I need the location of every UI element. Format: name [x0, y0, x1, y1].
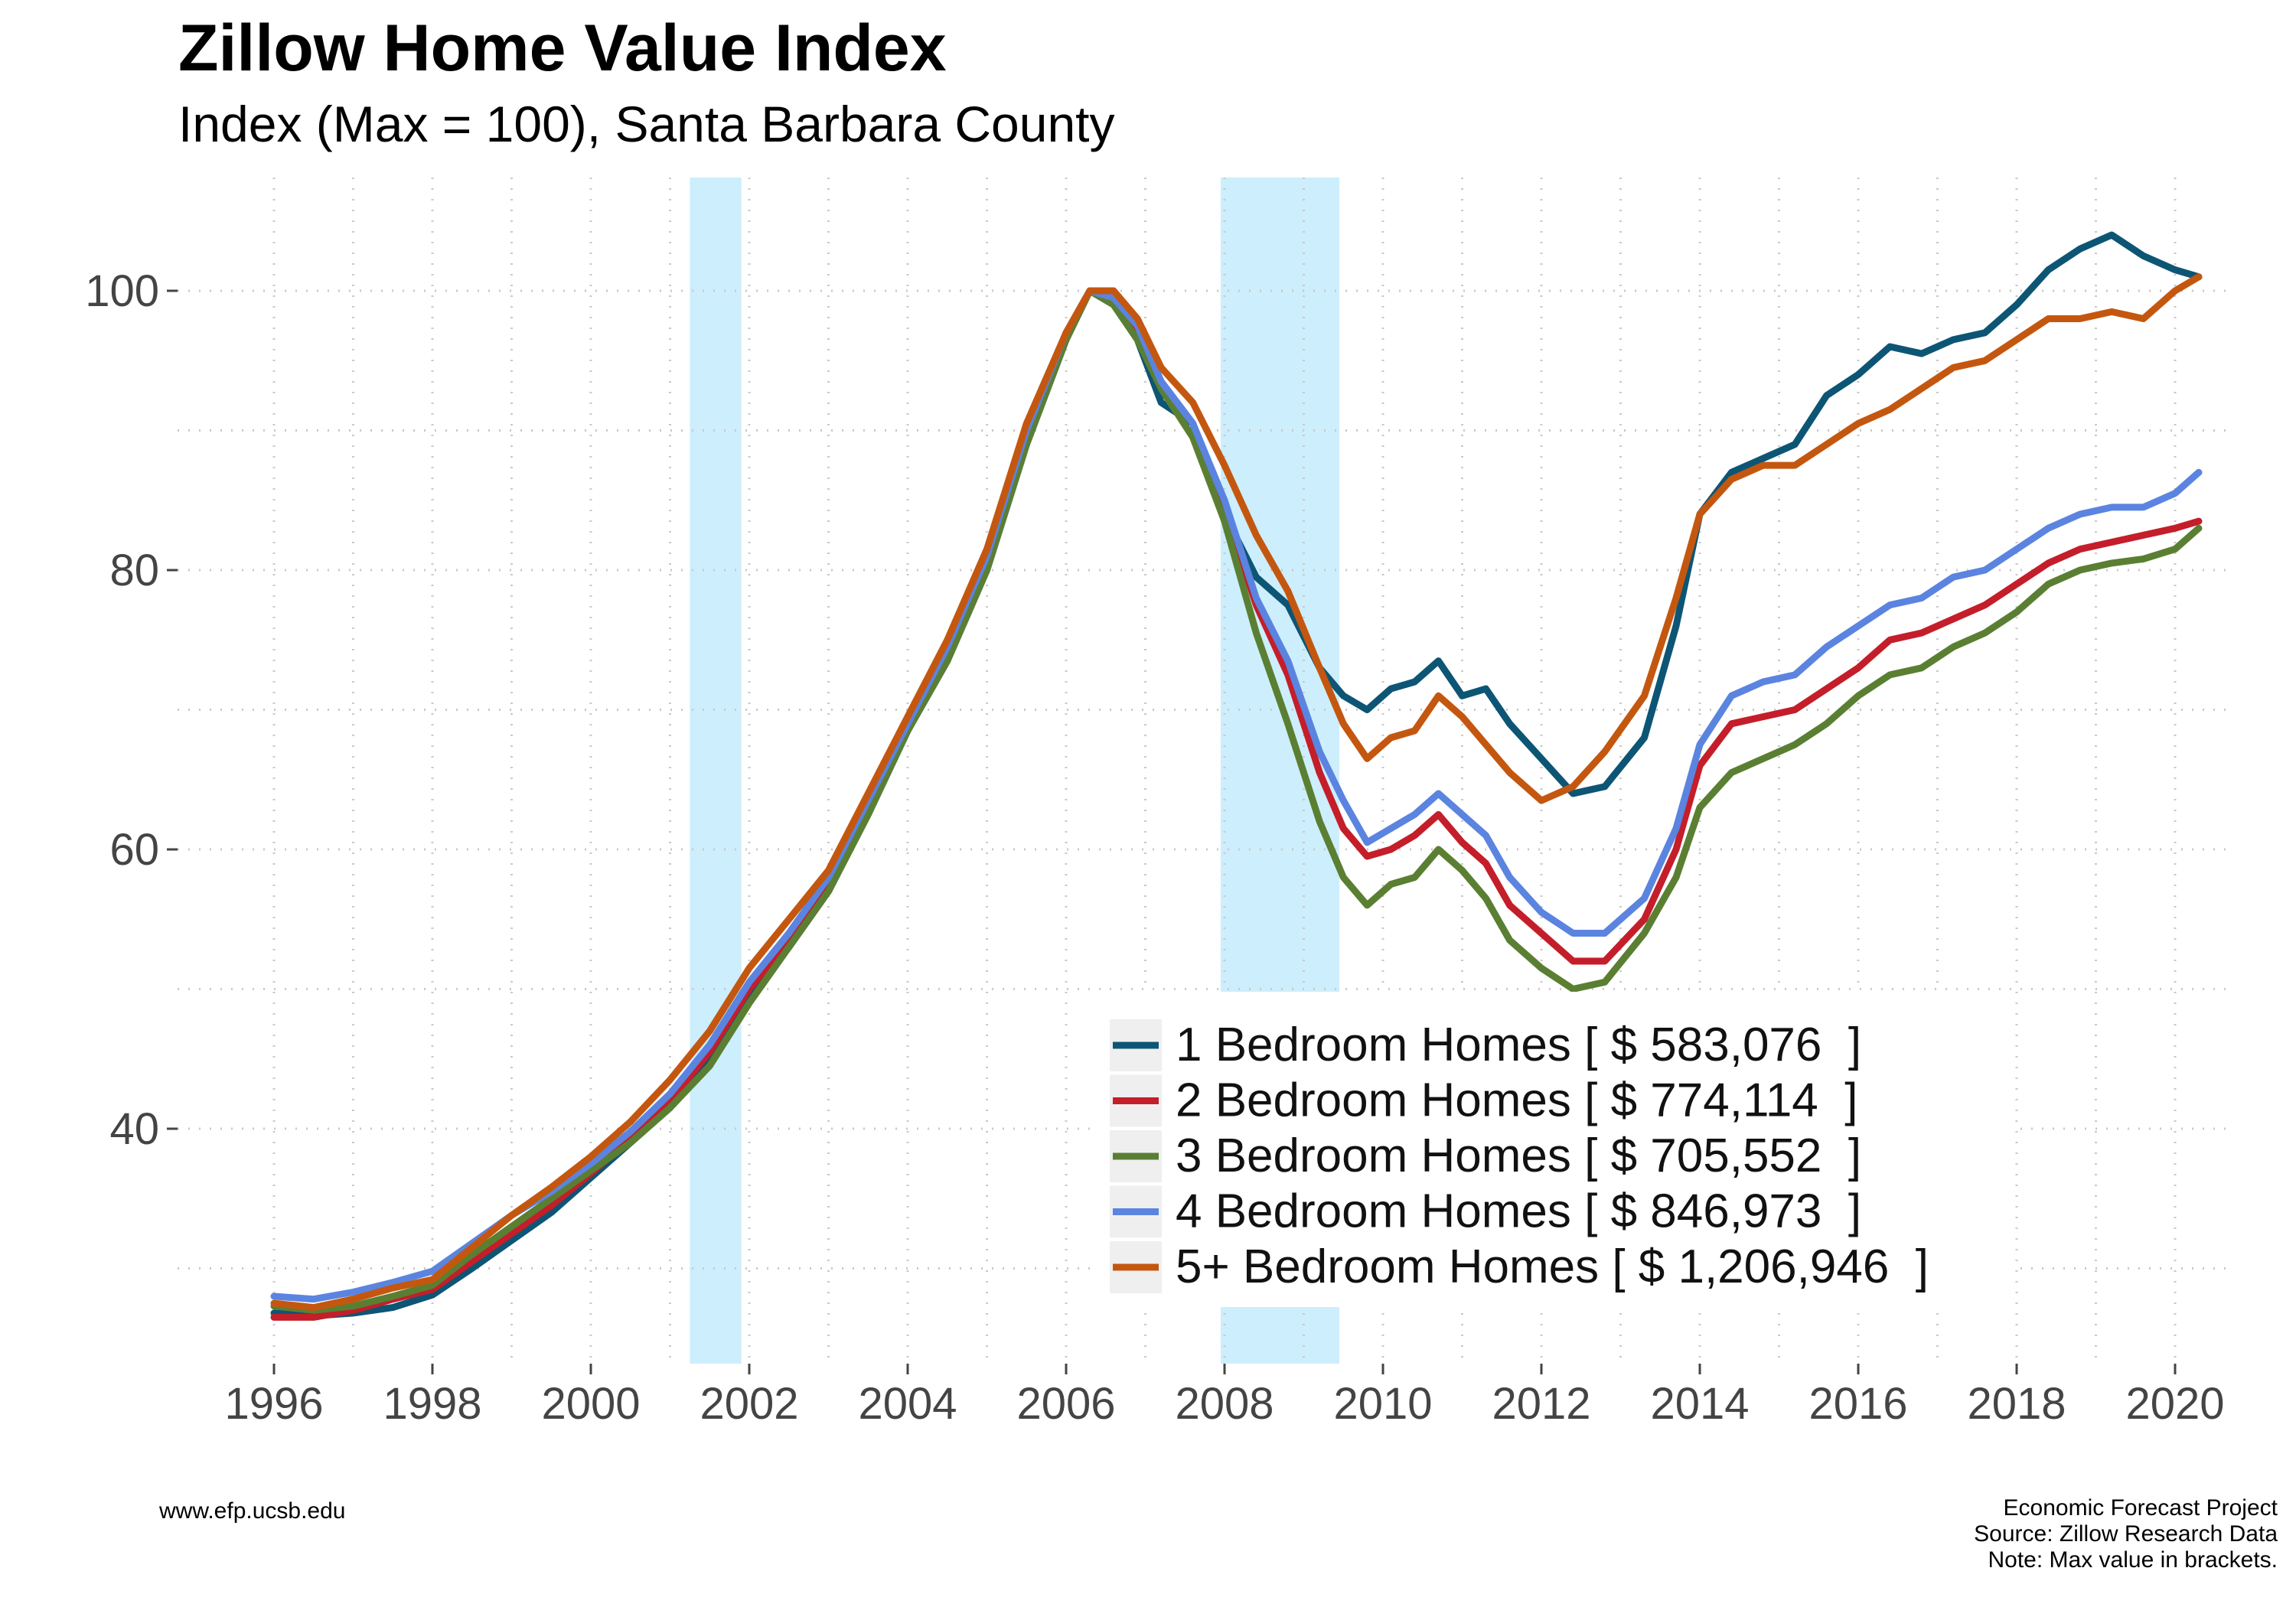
legend-entry-label: 1 Bedroom Homes [ $ 583,076 ] [1176, 1019, 1861, 1071]
x-tick-label: 2000 [541, 1379, 640, 1429]
recession-band [690, 178, 742, 1364]
footer-note-line: Note: Max value in brackets. [1988, 1547, 2278, 1573]
x-tick-label: 1996 [224, 1379, 323, 1429]
y-tick-label: 60 [109, 825, 159, 875]
legend-background [1096, 992, 2014, 1307]
series-line [270, 273, 2203, 1312]
x-tick-label: 2016 [1808, 1379, 1907, 1429]
legend-entry-label: 3 Bedroom Homes [ $ 705,552 ] [1176, 1129, 1861, 1182]
legend-entry-label: 5+ Bedroom Homes [ $ 1,206,946 ] [1176, 1240, 1929, 1293]
x-tick-label: 2018 [1967, 1379, 2066, 1429]
chart-subtitle: Index (Max = 100), Santa Barbara County [178, 96, 1115, 152]
footer-note-line: Economic Forecast Project [2003, 1495, 2278, 1521]
legend-entry-label: 4 Bedroom Homes [ $ 846,973 ] [1176, 1185, 1861, 1238]
x-tick-label: 2006 [1016, 1379, 1115, 1429]
series-line [270, 287, 2203, 1321]
x-tick-label: 1998 [383, 1379, 481, 1429]
y-tick-label: 80 [109, 546, 159, 595]
series-line [270, 287, 2203, 1314]
series-layer [270, 231, 2203, 1321]
legend-entry-label: 2 Bedroom Homes [ $ 774,114 ] [1176, 1074, 1857, 1127]
y-tick-label: 40 [109, 1104, 159, 1154]
series-line [270, 287, 2203, 1303]
x-tick-label: 2012 [1492, 1379, 1590, 1429]
x-tick-label: 2004 [858, 1379, 957, 1429]
footer-notes: Economic Forecast Project Source: Zillow… [1974, 1495, 2278, 1573]
x-tick-label: 2002 [700, 1379, 798, 1429]
footer-website: www.efp.ucsb.edu [159, 1498, 346, 1524]
y-tick-label: 100 [85, 266, 159, 316]
footer-note-line: Source: Zillow Research Data [1974, 1521, 2278, 1547]
x-tick-label: 2008 [1175, 1379, 1274, 1429]
x-tick-label: 2010 [1333, 1379, 1432, 1429]
legend: 1 Bedroom Homes [ $ 583,076 ]2 Bedroom H… [1096, 992, 2014, 1307]
chart-title: Zillow Home Value Index [178, 11, 947, 85]
axis-layer: 40 60 80 100 1996 1998 2000 2002 2004 2006 2008 201… [85, 266, 2224, 1429]
x-tick-label: 2014 [1650, 1379, 1749, 1429]
x-tick-label: 2020 [2125, 1379, 2224, 1429]
